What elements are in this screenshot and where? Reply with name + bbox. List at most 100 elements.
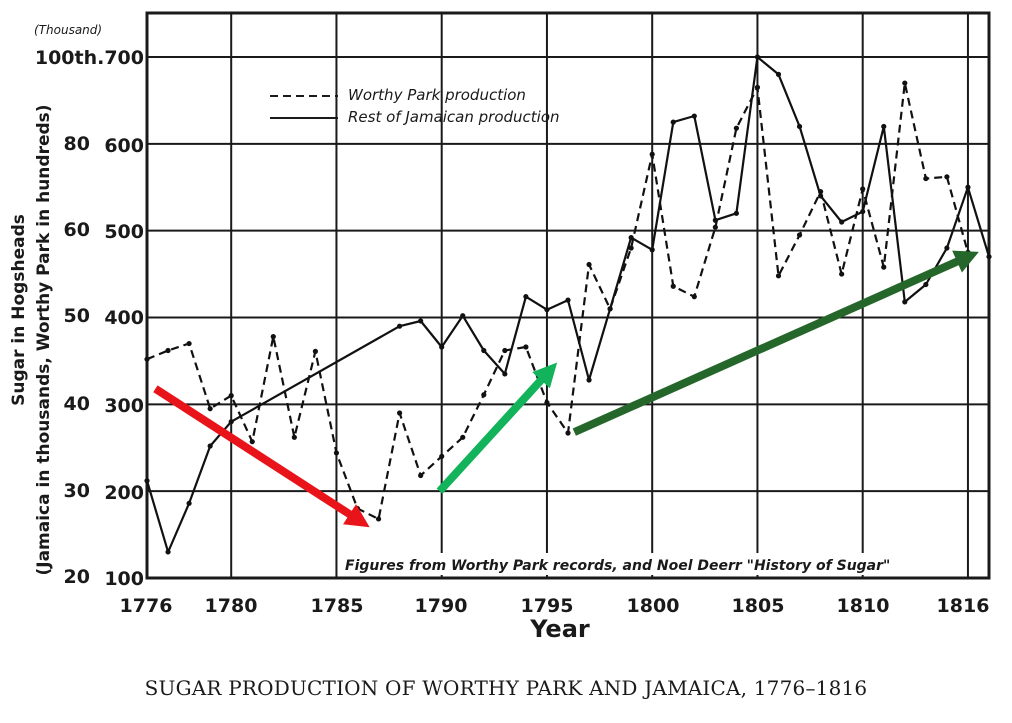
data-point [375, 516, 382, 522]
plot-frame [145, 11, 991, 580]
dark-green-rise-arrow [572, 250, 979, 436]
x-axis-label: Year [529, 615, 590, 643]
data-point [796, 232, 803, 238]
x-tick: 1810 [837, 595, 890, 617]
y-tick-left: 40 [64, 393, 90, 415]
data-point [397, 323, 403, 329]
legend-label-worthy: Worthy Park production [348, 86, 526, 104]
data-point [712, 224, 718, 230]
data-point [754, 84, 761, 90]
y-tick-right: 600 [104, 135, 144, 157]
data-point [439, 453, 445, 460]
data-point [628, 245, 634, 251]
data-point [502, 371, 508, 377]
data-point [670, 283, 676, 289]
data-point [944, 245, 950, 251]
x-ticks: 1776 1780 1785 1790 1795 1800 1805 1810 … [120, 595, 990, 617]
data-point [544, 307, 550, 313]
x-tick: 1800 [627, 595, 680, 617]
data-point [586, 377, 592, 383]
x-tick: 1776 [120, 595, 173, 617]
top-left-label: 100th.700 [35, 47, 144, 69]
data-point [228, 393, 234, 399]
series-layer [144, 54, 992, 555]
y-axis-sublabel: (Jamaica in thousands, Worthy Park in hu… [34, 104, 54, 575]
data-point [144, 478, 150, 484]
data-point [523, 294, 529, 300]
legend: Worthy Park production Rest of Jamaican … [270, 86, 560, 126]
data-point [144, 356, 150, 362]
data-point [902, 299, 908, 305]
chart-caption: SUGAR PRODUCTION OF WORTHY PARK AND JAMA… [144, 676, 868, 700]
y-tick-left: 30 [64, 480, 90, 502]
data-point [944, 174, 950, 180]
data-point [418, 472, 424, 479]
data-point [902, 80, 908, 86]
sugar-production-chart: 20 30 40 50 60 80 100 200 300 400 500 60… [9, 11, 992, 643]
data-point [523, 344, 529, 350]
data-point [460, 434, 466, 440]
data-point [628, 235, 634, 241]
data-point [881, 264, 887, 270]
data-point [397, 410, 403, 416]
source-note: Figures from Worthy Park records, and No… [345, 558, 890, 574]
data-point [775, 71, 782, 77]
data-point [670, 119, 676, 125]
data-point [186, 340, 192, 347]
data-point [649, 151, 655, 157]
series-line-jamaica [145, 55, 991, 554]
data-point [818, 193, 824, 199]
data-point [965, 184, 971, 190]
note-background [338, 553, 950, 575]
data-point [586, 261, 592, 268]
y-tick-right: 200 [104, 482, 144, 504]
data-point [691, 294, 697, 300]
y-ticks-jamaica: 20 30 40 50 60 80 [64, 133, 90, 588]
red-decline-arrow [153, 385, 370, 528]
data-point [986, 254, 992, 260]
data-point [354, 505, 361, 512]
data-point [502, 347, 508, 354]
y-tick-left: 50 [64, 305, 90, 327]
data-point [775, 273, 782, 279]
data-point [439, 344, 445, 350]
data-point [839, 219, 845, 225]
grid-lines [147, 13, 989, 578]
data-point [418, 318, 424, 324]
data-point [796, 123, 803, 130]
data-point [481, 392, 487, 398]
data-point [733, 125, 740, 131]
light-green-rise-arrow [436, 362, 558, 494]
data-point [207, 406, 213, 412]
data-point [186, 500, 192, 506]
data-point [165, 347, 171, 354]
data-point [165, 549, 171, 555]
data-point [460, 313, 466, 319]
data-point [923, 175, 929, 182]
data-point [565, 297, 571, 303]
data-point [923, 281, 929, 288]
data-point [649, 247, 655, 253]
y-tick-right: 400 [104, 307, 144, 329]
data-point [839, 271, 845, 277]
data-point [481, 347, 487, 354]
unit-label: (Thousand) [34, 23, 102, 37]
data-point [712, 217, 718, 223]
y-tick-left: 20 [64, 566, 90, 588]
data-point [860, 208, 866, 215]
y-tick-right: 300 [104, 395, 144, 417]
y-axis-label: Sugar in Hogsheads [9, 214, 29, 406]
y-ticks-worthy-park: 100 200 300 400 500 600 [104, 135, 144, 590]
data-point [860, 186, 866, 192]
data-point [881, 123, 887, 130]
data-point [228, 419, 234, 425]
x-tick: 1790 [415, 595, 468, 617]
data-point [207, 443, 213, 449]
annotation-arrows [153, 250, 979, 528]
x-tick: 1785 [311, 595, 364, 617]
data-point [607, 306, 613, 312]
x-tick: 1816 [937, 595, 990, 617]
y-tick-left: 80 [64, 133, 90, 155]
x-tick: 1780 [205, 595, 258, 617]
data-point [291, 434, 297, 440]
